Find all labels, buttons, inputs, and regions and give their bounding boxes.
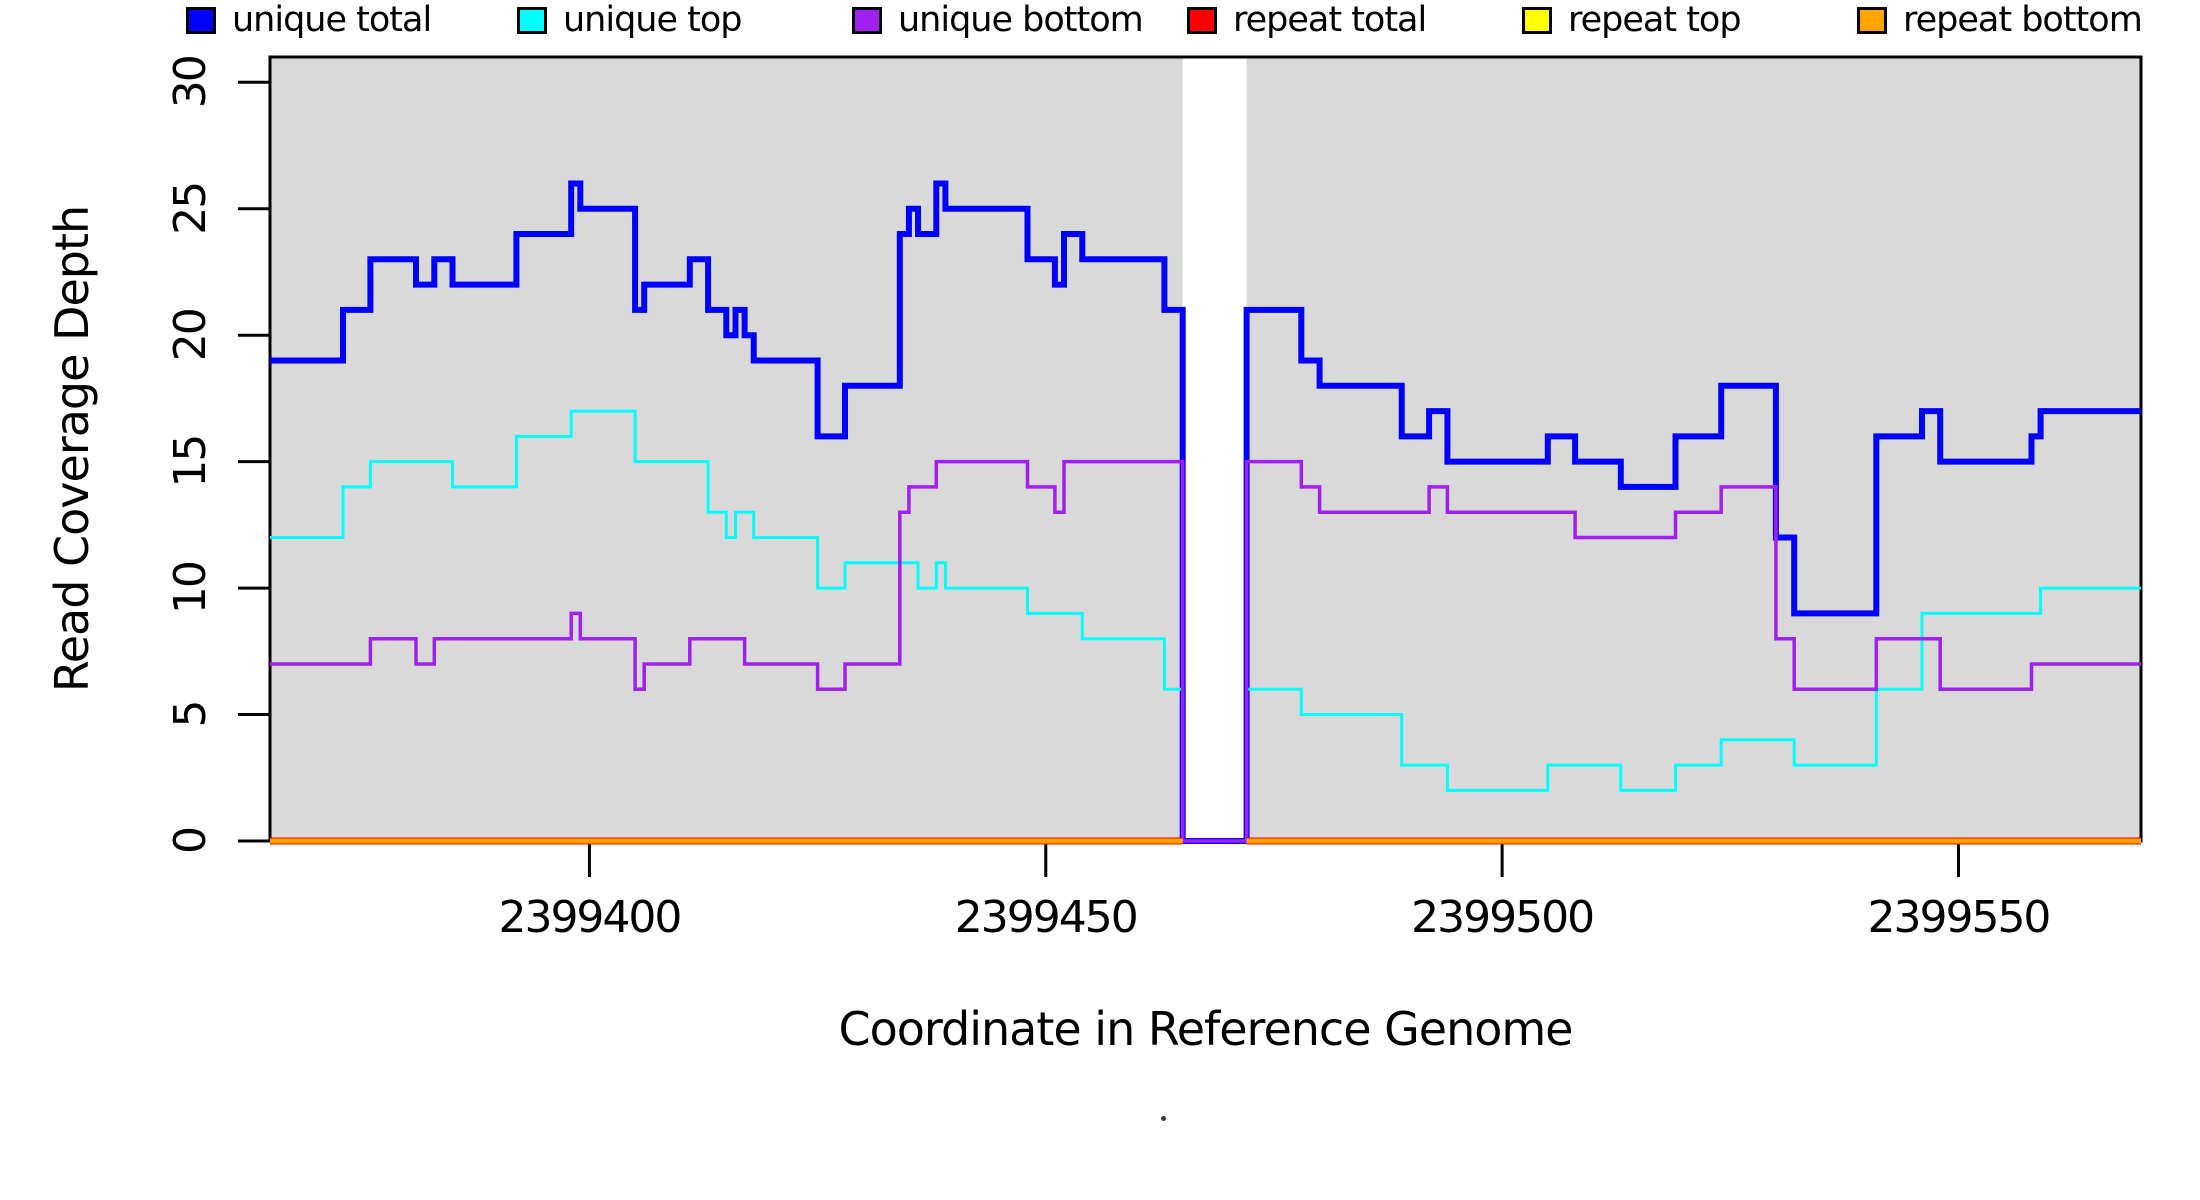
x-axis-title: Coordinate in Reference Genome	[839, 1002, 1573, 1056]
plot-panel-left	[270, 57, 1183, 841]
plot-panel-right	[1246, 57, 2141, 841]
series-line-unique-top	[270, 409, 2141, 843]
y-axis-title: Read Coverage Depth	[45, 206, 99, 692]
x-tick-label: 2399400	[498, 892, 680, 943]
y-tick-label: 20	[165, 309, 216, 361]
x-tick-label: 2399450	[955, 892, 1137, 943]
x-tick-label: 2399500	[1411, 892, 1593, 943]
series-line-unique-bottom	[270, 459, 2141, 843]
x-tick-label: 2399550	[1867, 892, 2049, 943]
y-tick-label: 5	[165, 702, 216, 728]
y-tick-label: 30	[165, 56, 216, 108]
y-tick-label: 10	[165, 562, 216, 614]
y-tick-label: 15	[165, 436, 216, 488]
y-tick-label: 0	[165, 828, 216, 854]
series-line-unique-total	[270, 180, 2141, 844]
y-tick-label: 25	[165, 183, 216, 235]
